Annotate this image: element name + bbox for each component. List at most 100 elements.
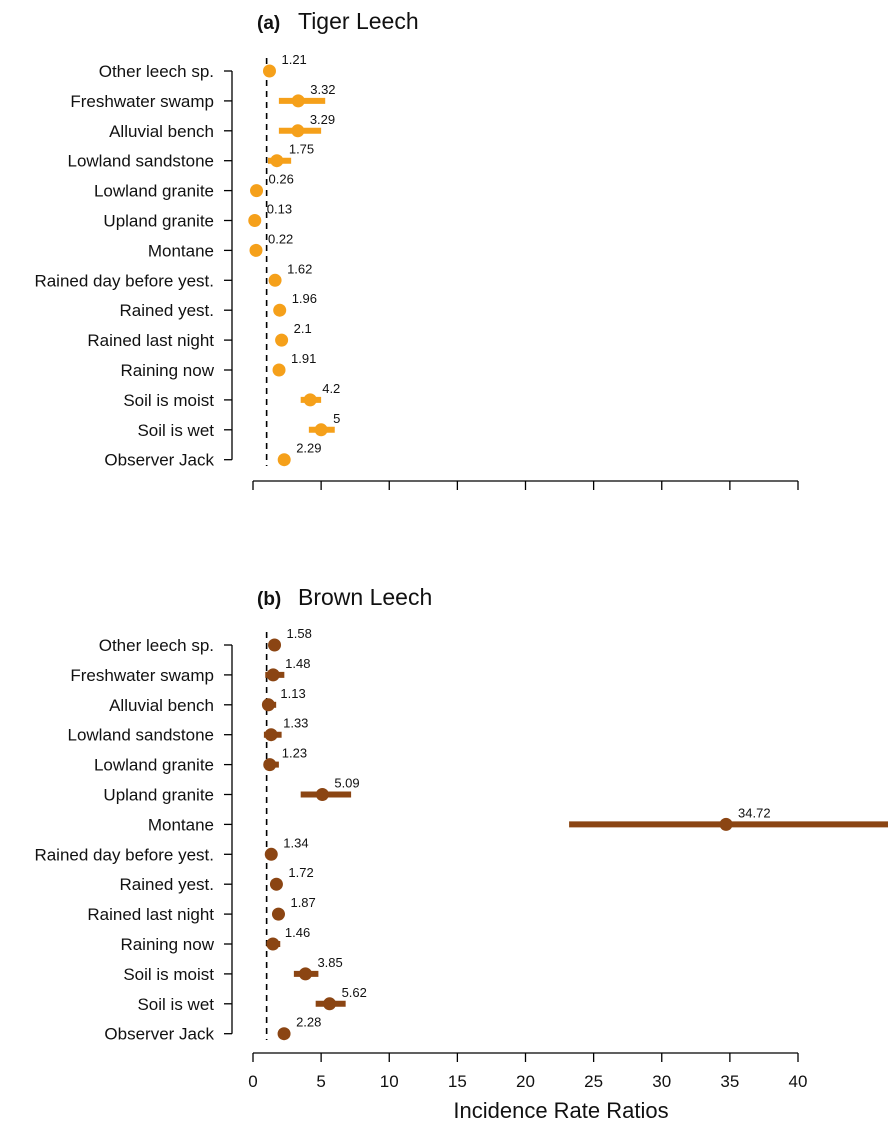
category-label: Soil is moist [123, 391, 214, 410]
value-label: 1.34 [283, 835, 308, 850]
x-tick-label: 10 [380, 1072, 399, 1091]
estimate-point [298, 967, 312, 981]
x-tick-label: 35 [720, 1072, 739, 1091]
value-label: 2.28 [296, 1015, 321, 1030]
estimate-point [291, 124, 305, 138]
value-label: 2.1 [294, 321, 312, 336]
value-label: 5 [333, 411, 340, 426]
value-label: 4.2 [322, 381, 340, 396]
value-label: 3.32 [310, 82, 335, 97]
category-label: Montane [148, 815, 214, 834]
estimate-point [303, 393, 317, 407]
estimate-point [314, 423, 328, 437]
panel-brown-leech: (b) Brown Leech 0 5 10 15 20 25 30 35 40 Other le… [34, 584, 888, 1091]
category-label: Rained last night [87, 905, 214, 924]
value-label: 5.09 [334, 776, 359, 791]
value-label: 3.29 [310, 112, 335, 127]
category-label: Rained day before yest. [34, 845, 214, 864]
estimate-point [291, 94, 305, 108]
estimate-point [261, 698, 275, 712]
x-tick-label: 25 [584, 1072, 603, 1091]
category-label: Raining now [120, 361, 214, 380]
value-label: 3.85 [317, 955, 342, 970]
category-label: Other leech sp. [99, 62, 214, 81]
estimate-point [263, 758, 277, 772]
value-label: 34.72 [738, 805, 771, 820]
value-label: 1.58 [287, 626, 312, 641]
value-label: 1.96 [292, 291, 317, 306]
category-label: Freshwater swamp [70, 666, 214, 685]
category-label: Lowland sandstone [67, 726, 214, 745]
panel-a-title: Tiger Leech [298, 8, 419, 34]
category-label: Rained last night [87, 331, 214, 350]
category-label: Upland granite [103, 212, 214, 231]
panel-b-title: Brown Leech [298, 584, 432, 610]
x-tick-label: 15 [448, 1072, 467, 1091]
estimate-point [315, 788, 329, 801]
category-label: Rained yest. [120, 301, 215, 320]
estimate-point [277, 453, 291, 467]
estimate-point [262, 64, 276, 78]
estimate-point [719, 817, 733, 831]
x-tick-label: 5 [316, 1072, 325, 1091]
x-axis-b: 0 5 10 15 20 25 30 35 40 [248, 1052, 808, 1091]
category-label: Montane [148, 241, 214, 260]
estimate-point [264, 847, 278, 861]
value-label: 1.62 [287, 261, 312, 276]
category-label: Alluvial bench [109, 696, 214, 715]
estimate-point [271, 907, 285, 921]
value-label: 1.33 [283, 716, 308, 731]
value-label: 1.91 [291, 351, 316, 366]
estimate-point [275, 333, 289, 347]
value-label: 1.46 [285, 925, 310, 940]
category-label: Other leech sp. [99, 636, 214, 655]
value-label: 1.87 [290, 895, 315, 910]
category-label: Rained yest. [120, 875, 215, 894]
estimate-point [266, 937, 280, 951]
estimate-point [270, 154, 284, 168]
value-label: 0.13 [267, 202, 292, 217]
category-label: Lowland granite [94, 756, 214, 775]
estimate-point [268, 273, 282, 287]
estimate-point [269, 877, 283, 891]
panel-a-label: (a) [257, 13, 280, 34]
category-label: Upland granite [103, 786, 214, 805]
category-label: Alluvial bench [109, 122, 214, 141]
panel-tiger-leech: (a) Tiger Leech Other leech sp. 1.21 Fresh… [34, 8, 799, 490]
category-label: Lowland sandstone [67, 152, 214, 171]
category-label: Lowland granite [94, 182, 214, 201]
value-label: 0.26 [269, 172, 294, 187]
x-tick-label: 30 [652, 1072, 671, 1091]
category-label: Soil is wet [137, 421, 214, 440]
value-label: 1.23 [282, 746, 307, 761]
estimate-point [248, 214, 262, 227]
value-label: 2.29 [296, 441, 321, 456]
value-label: 1.13 [280, 686, 305, 701]
value-label: 1.75 [289, 142, 314, 157]
x-tick-label: 40 [789, 1072, 808, 1091]
x-axis-a [252, 480, 799, 490]
value-label: 0.22 [268, 231, 293, 246]
value-label: 5.62 [342, 985, 367, 1000]
x-axis-label: Incidence Rate Ratios [453, 1098, 668, 1123]
estimate-point [268, 638, 282, 652]
estimate-point [273, 303, 287, 317]
category-label: Observer Jack [104, 1025, 214, 1044]
category-label: Soil is moist [123, 965, 214, 984]
category-label: Observer Jack [104, 451, 214, 470]
estimate-point [250, 184, 264, 198]
value-label: 1.21 [281, 52, 306, 67]
estimate-point [272, 363, 286, 377]
category-label: Rained day before yest. [34, 271, 214, 290]
value-label: 1.48 [285, 656, 310, 671]
panel-b-label: (b) [257, 589, 281, 610]
x-tick-label: 20 [516, 1072, 535, 1091]
estimate-point [323, 997, 337, 1011]
estimate-point [266, 668, 280, 682]
category-label: Freshwater swamp [70, 92, 214, 111]
estimate-point [277, 1027, 291, 1041]
category-label: Soil is wet [137, 995, 214, 1014]
x-tick-label: 0 [248, 1072, 257, 1091]
estimate-point [249, 243, 263, 257]
